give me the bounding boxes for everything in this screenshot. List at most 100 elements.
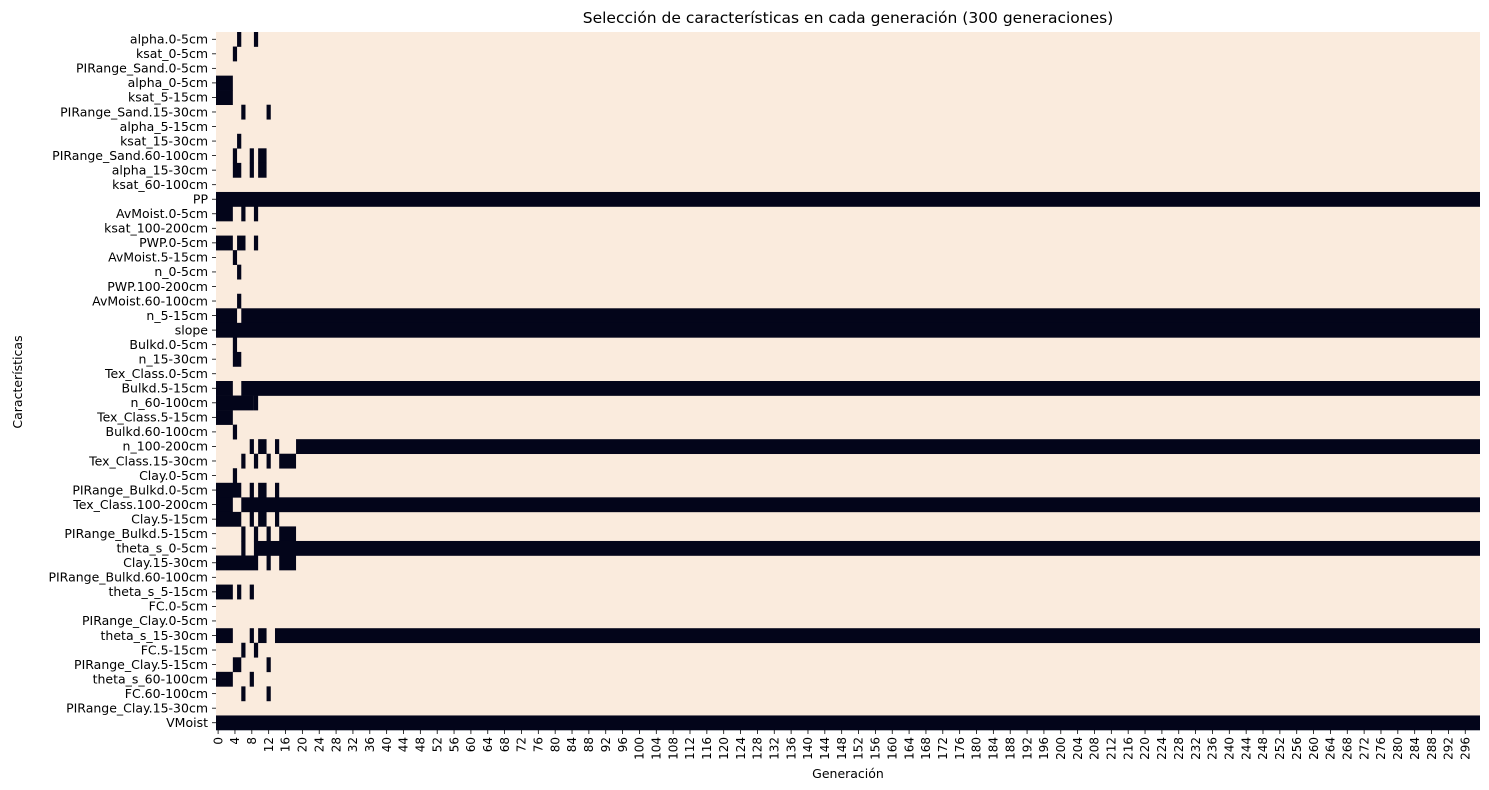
- heatmap-cell-selected: [237, 133, 242, 149]
- y-tick-label: theta_s_15-30cm: [101, 628, 208, 643]
- x-tick-label: 132: [767, 737, 781, 760]
- x-tick-label: 148: [835, 737, 849, 760]
- y-tick-label: PIRange_Sand.15-30cm: [60, 104, 208, 119]
- heatmap-cell-selected: [274, 439, 280, 455]
- heatmap-cell-selected: [266, 526, 271, 542]
- x-axis-ticks: 0 4 8 12 16 20 24 28 32 36 40 44 48 52 56 60 64 68 72 76 80 8…: [211, 730, 1472, 760]
- heatmap-cell-selected: [232, 424, 238, 440]
- y-tick-label: PWP.100-200cm: [107, 279, 208, 294]
- heatmap-cell-selected: [237, 32, 242, 47]
- x-tick-label: 12: [262, 737, 276, 752]
- y-tick-label: AvMoist.0-5cm: [116, 206, 208, 221]
- x-tick-label: 136: [784, 737, 798, 760]
- y-tick-label: Tex_Class.15-30cm: [88, 453, 208, 468]
- y-axis-ticks: alpha.0-5cmksat_0-5cmPIRange_Sand.0-5cma…: [48, 32, 216, 730]
- y-tick-label: FC.60-100cm: [125, 686, 208, 701]
- y-tick-label: alpha_5-15cm: [120, 119, 208, 134]
- x-tick-label: 244: [1239, 737, 1253, 760]
- y-tick-label: AvMoist.5-15cm: [108, 250, 208, 265]
- x-tick-label: 196: [1037, 737, 1051, 760]
- heatmap-cell-selected: [232, 148, 238, 164]
- x-tick-label: 64: [481, 737, 495, 752]
- y-axis-label: Características: [10, 335, 25, 428]
- heatmap-cell-selected: [279, 526, 297, 542]
- heatmap-cell-selected: [232, 351, 242, 367]
- y-tick-label: n_100-200cm: [123, 439, 208, 454]
- y-tick-label: Bulkd.0-5cm: [129, 337, 208, 352]
- x-tick-label: 228: [1172, 737, 1186, 760]
- heatmap-cell-selected: [266, 657, 271, 673]
- heatmap-cell-selected: [216, 511, 242, 527]
- x-tick-label: 40: [380, 737, 394, 752]
- heatmap-cell-selected: [241, 686, 246, 702]
- heatmap-cell-selected: [253, 395, 259, 411]
- x-tick-label: 280: [1391, 737, 1405, 760]
- x-tick-label: 56: [447, 737, 461, 752]
- y-tick-label: ksat_60-100cm: [112, 177, 208, 192]
- x-tick-label: 216: [1121, 737, 1135, 760]
- heatmap-cell-selected: [216, 308, 238, 324]
- y-tick-label: Tex_Class.5-15cm: [96, 410, 208, 425]
- heatmap-cell-selected: [216, 206, 233, 222]
- heatmap-cell-selected: [232, 337, 238, 353]
- heatmap-cell-selected: [241, 381, 1480, 396]
- heatmap-cell-selected: [216, 482, 242, 498]
- x-axis-label: Generación: [812, 766, 884, 781]
- heatmap-cell-selected: [241, 497, 1480, 513]
- heatmap-cell-selected: [249, 511, 254, 527]
- heatmap-cell-selected: [266, 104, 271, 120]
- heatmap-cell-selected: [249, 439, 254, 455]
- heatmap-cell-selected: [237, 584, 242, 600]
- heatmap-cell-selected: [232, 162, 242, 178]
- y-tick-label: n_5-15cm: [146, 308, 208, 323]
- heatmap-cell-selected: [253, 32, 259, 47]
- x-tick-label: 20: [296, 737, 310, 752]
- x-tick-label: 152: [852, 737, 866, 760]
- x-tick-label: 220: [1138, 737, 1152, 760]
- x-tick-label: 120: [717, 737, 731, 760]
- heatmap-cell-selected: [216, 628, 233, 644]
- x-tick-label: 112: [683, 737, 697, 760]
- x-tick-label: 168: [919, 737, 933, 760]
- y-tick-label: n_60-100cm: [131, 395, 209, 410]
- heatmap-cell-selected: [216, 322, 1480, 338]
- heatmap-cell-selected: [241, 642, 246, 658]
- y-tick-label: Clay.0-5cm: [139, 468, 208, 483]
- heatmap-cell-selected: [216, 235, 233, 251]
- heatmap-cell-selected: [241, 540, 246, 556]
- heatmap-cell-selected: [253, 453, 259, 469]
- y-tick-label: ksat_0-5cm: [136, 46, 208, 61]
- heatmap-cell-selected: [232, 468, 238, 484]
- y-tick-label: Clay.15-30cm: [123, 555, 208, 570]
- y-tick-label: theta_s_60-100cm: [93, 671, 208, 686]
- x-tick-label: 232: [1189, 737, 1203, 760]
- heatmap-cell-selected: [237, 264, 242, 280]
- heatmap-cell-selected: [232, 250, 238, 265]
- y-tick-label: Bulkd.60-100cm: [106, 424, 208, 439]
- y-tick-label: PIRange_Bulkd.5-15cm: [64, 526, 208, 541]
- y-tick-label: Tex_Class.0-5cm: [104, 366, 208, 381]
- y-tick-label: Bulkd.5-15cm: [121, 381, 208, 396]
- heatmap-cell-selected: [216, 191, 1480, 207]
- x-tick-label: 208: [1088, 737, 1102, 760]
- heatmap-cell-selected: [249, 148, 254, 164]
- heatmap-cell-selected: [216, 90, 233, 106]
- x-tick-label: 16: [279, 737, 293, 752]
- heatmap-cell-selected: [232, 657, 242, 673]
- heatmap-cell-selected: [241, 308, 1480, 324]
- x-tick-label: 24: [312, 737, 326, 752]
- y-tick-label: PIRange_Clay.15-30cm: [66, 700, 208, 715]
- x-tick-label: 164: [902, 737, 916, 760]
- x-tick-label: 108: [666, 737, 680, 760]
- heatmap-cell-selected: [253, 526, 259, 542]
- heatmap-cell-selected: [253, 642, 259, 658]
- x-tick-label: 124: [734, 737, 748, 760]
- y-tick-label: PIRange_Clay.5-15cm: [74, 657, 208, 672]
- x-tick-label: 156: [869, 737, 883, 760]
- y-tick-label: Tex_Class.100-200cm: [72, 497, 208, 512]
- y-tick-label: PWP.0-5cm: [139, 235, 208, 250]
- heatmap-cell-selected: [241, 526, 246, 542]
- heatmap-cell-selected: [266, 453, 271, 469]
- x-tick-label: 252: [1273, 737, 1287, 760]
